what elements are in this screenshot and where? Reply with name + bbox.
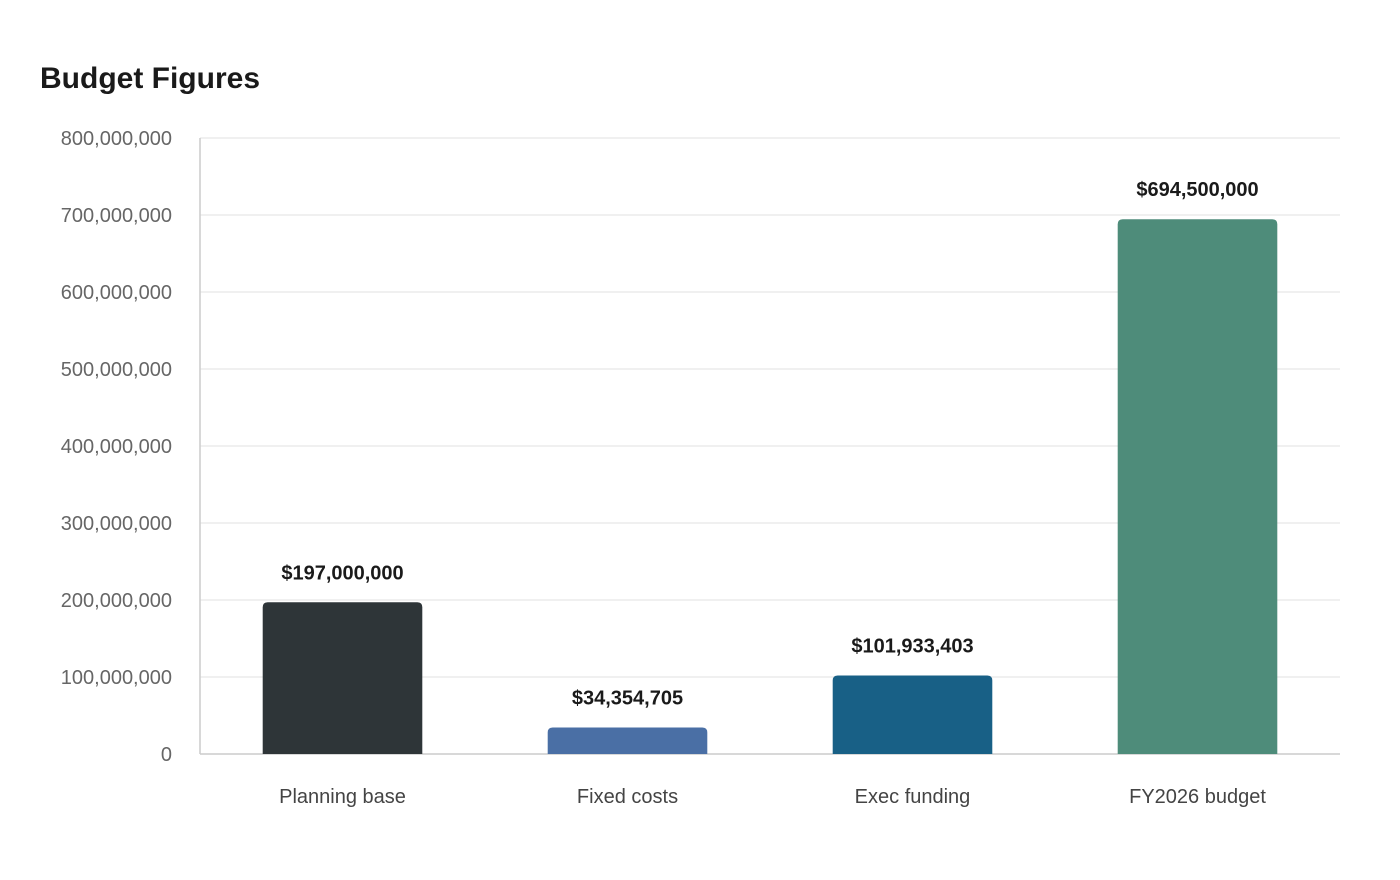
bar-value-label: $34,354,705 <box>572 688 683 710</box>
bar-fy2026-budget <box>1117 219 1278 755</box>
bars <box>262 219 1278 755</box>
x-category-label: Fixed costs <box>577 786 678 808</box>
y-tick-label: 600,000,000 <box>61 282 172 304</box>
y-tick-label: 0 <box>161 744 172 766</box>
x-category-label: Planning base <box>279 786 406 808</box>
bar-value-label: $197,000,000 <box>281 562 403 584</box>
bar-fixed-costs <box>547 727 708 754</box>
y-tick-label: 300,000,000 <box>61 513 172 535</box>
bar-planning-base <box>262 602 423 754</box>
data-labels: $197,000,000 $34,354,705 $101,933,403 $694,… <box>281 179 1258 709</box>
y-tick-label: 100,000,000 <box>61 667 172 689</box>
y-tick-label: 500,000,000 <box>61 359 172 381</box>
x-category-label: FY2026 budget <box>1129 786 1266 808</box>
y-tick-label: 200,000,000 <box>61 590 172 612</box>
bar-value-label: $101,933,403 <box>851 636 973 658</box>
y-tick-label: 400,000,000 <box>61 436 172 458</box>
y-tick-label: 800,000,000 <box>61 128 172 150</box>
bar-value-label: $694,500,000 <box>1136 179 1258 201</box>
y-axis-ticks: 0 100,000,000 200,000,000 300,000,000 400,00… <box>61 128 172 766</box>
x-category-label: Exec funding <box>855 786 971 808</box>
bar-exec-funding <box>832 675 993 754</box>
x-axis-categories: Planning base Fixed costs Exec funding FY20… <box>279 786 1266 808</box>
chart-title: Budget Figures <box>40 62 261 95</box>
y-tick-label: 700,000,000 <box>61 205 172 227</box>
